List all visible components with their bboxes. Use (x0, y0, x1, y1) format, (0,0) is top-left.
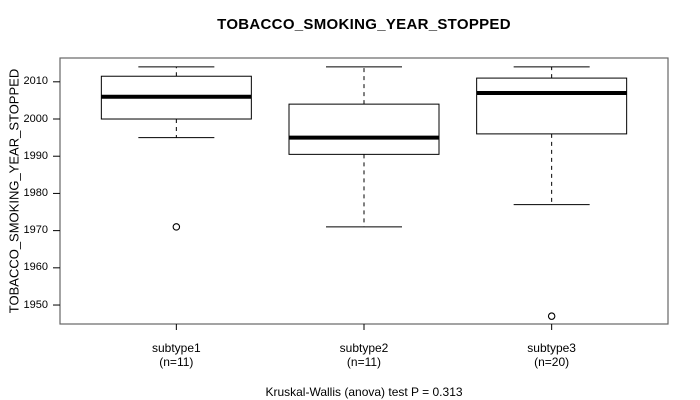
y-tick-label: 1950 (23, 298, 48, 311)
x-category-label-subtype3: subtype3 (n=20) (482, 341, 622, 369)
y-tick-label: 1970 (23, 224, 48, 237)
y-tick-label: 1990 (23, 149, 48, 162)
y-tick-label: 2010 (23, 75, 48, 88)
group-count: (n=11) (159, 355, 194, 369)
x-category-label-subtype2: subtype2 (n=11) (294, 341, 434, 369)
stat-test-caption: Kruskal-Wallis (anova) test P = 0.313 (265, 385, 463, 399)
y-tick-label: 1960 (23, 261, 48, 274)
y-tick-label: 2000 (23, 112, 48, 125)
boxplot-subtype2-box (288, 103, 440, 155)
group-count: (n=20) (534, 355, 570, 369)
boxplot-subtype3-outlier (547, 312, 556, 320)
boxplot-subtype1-outlier (172, 223, 181, 231)
x-category-label-subtype1: subtype1 (n=11) (106, 341, 246, 369)
group-name: subtype1 (151, 341, 201, 355)
y-tick-label: 1980 (23, 186, 48, 199)
group-name: subtype3 (527, 341, 576, 355)
group-count: (n=11) (346, 355, 382, 369)
chart-title: TOBACCO_SMOKING_YEAR_STOPPED (217, 16, 511, 33)
group-name: subtype2 (339, 341, 389, 355)
boxplot-subtype3-box (476, 77, 628, 135)
